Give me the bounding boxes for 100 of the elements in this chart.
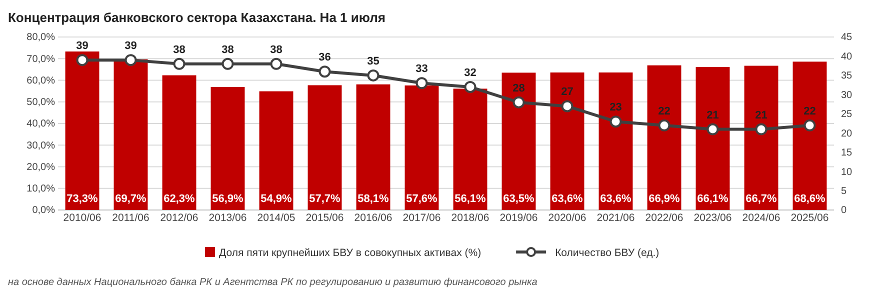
y-tick-label: 0,0%	[32, 205, 56, 216]
y2-tick-label: 0	[841, 205, 847, 216]
bar	[308, 85, 342, 210]
data-label: 36	[318, 52, 331, 64]
point	[658, 119, 670, 132]
data-label: 21	[706, 109, 719, 122]
bar	[453, 88, 488, 210]
x-tick-label: 2014/05	[257, 212, 296, 224]
y-tick-label: 50,0%	[26, 97, 56, 108]
data-label: 63,5%	[503, 193, 535, 205]
data-label: 21	[755, 109, 768, 122]
data-label: 38	[270, 44, 282, 56]
x-tick-label: 2017/06	[402, 212, 441, 224]
point	[76, 54, 88, 66]
data-label: 68,6%	[794, 193, 826, 205]
bar	[598, 72, 633, 210]
data-label: 35	[367, 55, 380, 68]
x-tick-label: 2016/06	[354, 212, 392, 224]
data-label: 66,1%	[697, 193, 729, 205]
bar	[356, 84, 390, 210]
x-tick-label: 2010/06	[63, 212, 102, 224]
data-label: 63,6%	[552, 193, 584, 205]
point	[124, 54, 137, 66]
y2-tick-label: 25	[841, 109, 853, 120]
bar	[114, 59, 148, 210]
y-tick-label: 60,0%	[26, 75, 56, 86]
data-label: 38	[222, 44, 234, 56]
y2-tick-label: 30	[841, 90, 853, 101]
data-label: 69,7%	[115, 193, 147, 205]
text: на основе данных Национального банка РК и Агентства РК по регулированию и развитию финансового рынка	[8, 277, 538, 288]
y2-tick-label: 20	[841, 128, 853, 140]
bar	[65, 51, 100, 210]
data-label: 28	[512, 82, 525, 94]
data-label: 23	[610, 102, 622, 114]
x-tick-label: 2015/06	[306, 212, 344, 224]
data-label: 57,7%	[309, 193, 341, 205]
point	[173, 58, 186, 70]
y-tick-label: 10,0%	[26, 184, 56, 195]
data-label: 62,3%	[164, 193, 196, 205]
bar	[696, 67, 730, 210]
data-label: 63,6%	[600, 193, 632, 205]
bar	[744, 66, 778, 210]
x-tick-label: 2022/06	[645, 212, 684, 224]
bar	[792, 62, 827, 210]
bar	[404, 85, 439, 210]
data-label: 27	[561, 86, 574, 98]
point	[222, 58, 234, 70]
point	[464, 80, 476, 93]
data-label: 22	[658, 105, 670, 118]
data-label: 32	[464, 66, 476, 79]
bar	[647, 65, 682, 210]
point	[416, 77, 428, 90]
data-label: 39	[124, 40, 137, 52]
point	[270, 58, 282, 70]
point	[706, 123, 719, 136]
x-tick-label: 2012/06	[160, 212, 198, 224]
y2-tick-label: 15	[841, 148, 853, 159]
data-label: 66,7%	[746, 193, 778, 205]
bar	[502, 72, 536, 210]
y2-tick-label: 35	[841, 70, 853, 82]
y-tick-label: 20,0%	[26, 162, 56, 173]
data-label: 39	[76, 40, 88, 52]
point	[610, 116, 622, 128]
y2-tick-label: 10	[841, 166, 853, 178]
x-tick-label: 2025/06	[790, 212, 829, 224]
data-label: 56,1%	[454, 193, 486, 205]
data-label: 73,3%	[66, 193, 98, 205]
point	[755, 123, 768, 136]
data-label: 57,6%	[406, 193, 438, 205]
legend-label: Количество БВУ (ед.)	[555, 247, 660, 259]
y2-tick-label: 5	[841, 186, 847, 197]
bar	[550, 72, 584, 210]
point	[561, 100, 574, 112]
data-label: 58,1%	[358, 193, 390, 205]
x-tick-label: 2018/06	[451, 212, 490, 224]
data-label: 56,9%	[212, 193, 244, 205]
bar	[210, 86, 245, 210]
legend-label: Доля пяти крупнейших БВУ в совокупных активах (%)	[219, 247, 482, 259]
point	[367, 69, 380, 82]
y-tick-label: 30,0%	[26, 140, 56, 152]
y-tick-label: 80,0%	[26, 32, 56, 44]
x-tick-label: 2024/06	[742, 212, 780, 224]
data-label: 54,9%	[260, 193, 292, 205]
y-tick-label: 40,0%	[26, 118, 56, 130]
point	[804, 119, 816, 132]
chart-title: Концентрация банковского сектора Казахстана. На 1 июля	[8, 10, 386, 25]
x-tick-label: 2020/06	[548, 212, 586, 224]
point	[512, 96, 525, 108]
x-tick-label: 2011/06	[112, 212, 150, 224]
y-tick-label: 70,0%	[26, 54, 56, 65]
data-label: 22	[804, 105, 816, 118]
x-tick-label: 2013/06	[208, 212, 247, 224]
bar	[259, 91, 294, 210]
data-label: 33	[416, 63, 428, 76]
y2-tick-label: 40	[841, 51, 853, 62]
data-label: 66,9%	[648, 193, 680, 205]
y2-tick-label: 45	[841, 32, 853, 44]
x-tick-label: 2019/06	[500, 212, 538, 224]
x-tick-label: 2021/06	[596, 212, 635, 224]
bar	[162, 75, 196, 210]
